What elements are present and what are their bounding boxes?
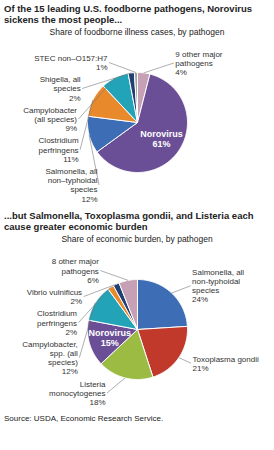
svg-text:Campylobacter(all species)9%: Campylobacter(all species)9% bbox=[23, 106, 77, 133]
html-text:Share of economic burden, by p: Share of economic burden, by pathogen bbox=[61, 234, 213, 244]
html-text:...but Salmonella, Toxoplasma: ...but Salmonella, Toxoplasma gondii, an… bbox=[4, 210, 254, 232]
svg-text:Clostridiumperfringens2%: Clostridiumperfringens2% bbox=[37, 309, 77, 336]
svg-text:Shigella, allspecies2%: Shigella, allspecies2% bbox=[40, 75, 81, 102]
svg-text:Salmonella, allnon-typhoidalsp: Salmonella, allnon-typhoidalspecies24% bbox=[192, 268, 244, 305]
svg-text:8 other majorpathogens6%: 8 other majorpathogens6% bbox=[52, 257, 99, 284]
svg-text:Norovirus15%: Norovirus15% bbox=[88, 328, 131, 348]
svg-text:Vibrio vulnificus2%: Vibrio vulnificus2% bbox=[27, 288, 82, 306]
svg-text:Campylobacter,spp. (allspecies: Campylobacter,spp. (allspecies)12% bbox=[22, 340, 78, 377]
html-text:Of the 15 leading U.S. foodbor: Of the 15 leading U.S. foodborne pathoge… bbox=[4, 3, 253, 25]
svg-text:STEC non–O157:H71%: STEC non–O157:H71% bbox=[34, 54, 108, 72]
svg-text:9 other majorpathogens4%: 9 other majorpathogens4% bbox=[175, 50, 222, 77]
svg-text:Salmonella, allnon–typhoidalsp: Salmonella, allnon–typhoidalspecies12% bbox=[45, 167, 97, 204]
svg-text:Norovirus61%: Norovirus61% bbox=[140, 129, 183, 149]
svg-text:Listeriamonocytogenes18%: Listeriamonocytogenes18% bbox=[49, 380, 106, 407]
svg-text:Clostridiumperfringens11%: Clostridiumperfringens11% bbox=[39, 136, 79, 163]
html-text:Share of foodborne illness cas: Share of foodborne illness cases, by pat… bbox=[49, 27, 225, 37]
svg-text:Toxoplasma gondii21%: Toxoplasma gondii21% bbox=[193, 355, 259, 373]
html-text:Source: USDA, Economic Researc: Source: USDA, Economic Research Service. bbox=[4, 414, 164, 423]
